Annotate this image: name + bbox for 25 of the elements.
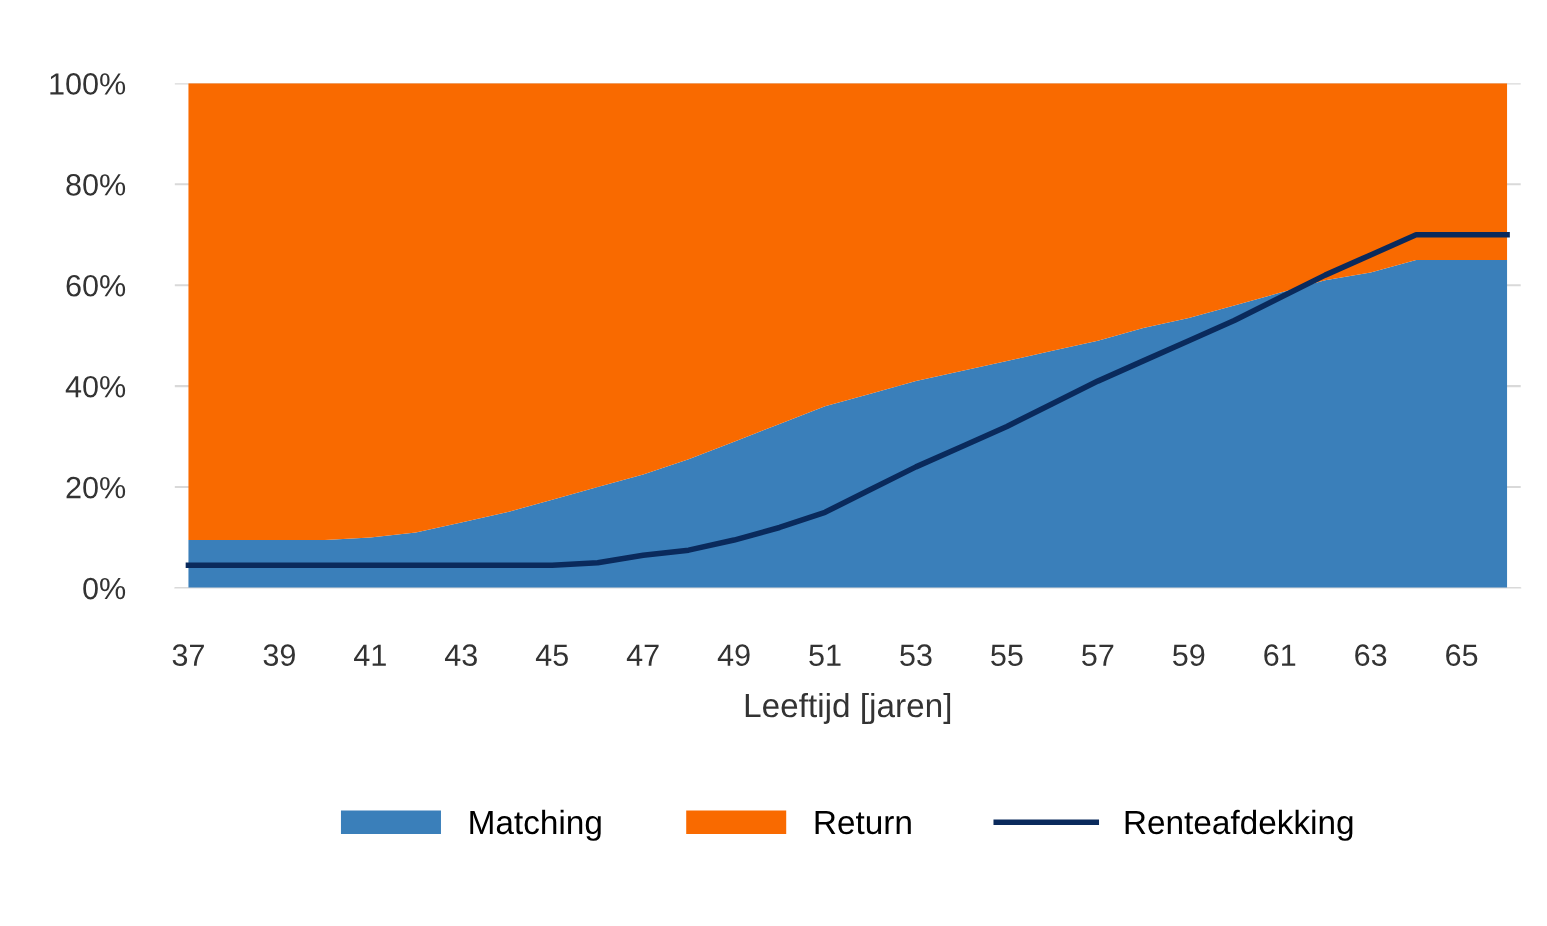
x-tick-label: 63: [1355, 644, 1387, 667]
x-tick-label: 45: [535, 644, 568, 667]
y-tick-label: 0%: [83, 577, 126, 600]
legend-label: Return: [815, 811, 911, 835]
x-tick-label: 55: [991, 644, 1023, 667]
legend-label: Renteafdekking: [1125, 809, 1353, 841]
x-tick-label: 51: [809, 644, 841, 667]
x-axis-title: Leeftijd [jaren]: [745, 692, 951, 724]
y-tick-label: 20%: [66, 476, 126, 499]
x-tick-label: 61: [1264, 644, 1296, 667]
x-tick-label: 43: [444, 644, 477, 667]
x-tick-label: 49: [717, 644, 750, 667]
x-tick-label: 59: [1173, 644, 1205, 667]
y-tick-label: 100%: [50, 73, 126, 95]
x-tick-label: 39: [263, 644, 295, 667]
x-tick-label: 41: [354, 644, 386, 666]
y-tick-label: 60%: [66, 274, 126, 297]
x-tick-label: 65: [1446, 644, 1478, 667]
x-tick-label: 47: [626, 644, 659, 666]
x-tick-label: 57: [1082, 644, 1114, 667]
y-tick-label: 80%: [66, 174, 126, 196]
x-tick-label: 53: [900, 644, 932, 667]
y-tick-label: 40%: [65, 375, 126, 398]
x-tick-label: 37: [172, 644, 204, 667]
legend-label: Matching: [470, 809, 601, 841]
